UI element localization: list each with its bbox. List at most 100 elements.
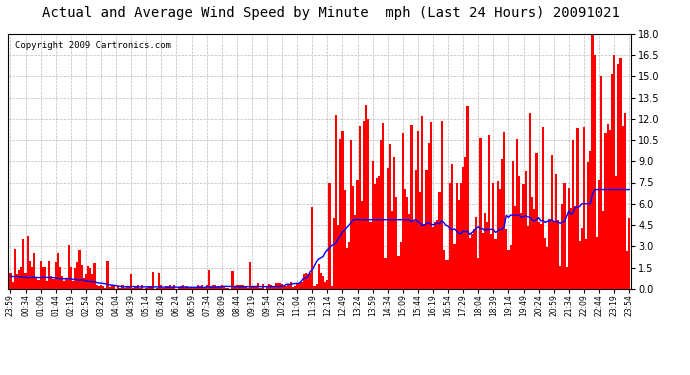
Bar bbox=[626, 251, 628, 289]
Bar bbox=[350, 140, 352, 289]
Bar bbox=[516, 139, 518, 289]
Bar bbox=[509, 245, 512, 289]
Bar bbox=[96, 285, 98, 289]
Bar bbox=[460, 183, 462, 289]
Bar bbox=[206, 285, 208, 289]
Bar bbox=[277, 284, 279, 289]
Bar bbox=[87, 266, 89, 289]
Bar bbox=[279, 283, 281, 289]
Bar bbox=[255, 286, 257, 289]
Bar bbox=[281, 284, 283, 289]
Bar bbox=[374, 184, 376, 289]
Bar bbox=[171, 286, 173, 289]
Bar bbox=[305, 273, 307, 289]
Bar bbox=[41, 267, 44, 289]
Bar bbox=[52, 279, 55, 289]
Bar bbox=[283, 286, 286, 289]
Bar bbox=[384, 258, 386, 289]
Bar bbox=[495, 239, 497, 289]
Bar bbox=[231, 271, 234, 289]
Bar bbox=[35, 278, 37, 289]
Bar bbox=[173, 285, 175, 289]
Bar bbox=[471, 234, 473, 289]
Bar bbox=[167, 286, 169, 289]
Bar bbox=[148, 287, 150, 289]
Bar bbox=[27, 236, 29, 289]
Bar bbox=[574, 206, 576, 289]
Bar bbox=[315, 284, 317, 289]
Bar bbox=[518, 176, 520, 289]
Bar bbox=[609, 130, 611, 289]
Bar bbox=[555, 174, 557, 289]
Bar bbox=[475, 217, 477, 289]
Bar bbox=[393, 157, 395, 289]
Bar bbox=[208, 270, 210, 289]
Bar bbox=[604, 133, 607, 289]
Bar bbox=[436, 220, 438, 289]
Bar bbox=[225, 288, 227, 289]
Bar bbox=[589, 152, 591, 289]
Bar bbox=[570, 208, 572, 289]
Bar bbox=[126, 285, 128, 289]
Bar bbox=[46, 281, 48, 289]
Bar bbox=[234, 287, 236, 289]
Bar bbox=[59, 267, 61, 289]
Bar bbox=[74, 267, 76, 289]
Bar bbox=[72, 280, 74, 289]
Bar bbox=[275, 284, 277, 289]
Bar bbox=[352, 186, 354, 289]
Bar bbox=[324, 282, 326, 289]
Bar bbox=[613, 55, 615, 289]
Bar bbox=[221, 285, 223, 289]
Bar bbox=[531, 197, 533, 289]
Bar bbox=[376, 178, 378, 289]
Bar bbox=[542, 127, 544, 289]
Bar bbox=[522, 184, 524, 289]
Bar bbox=[473, 229, 475, 289]
Bar bbox=[244, 286, 246, 289]
Bar bbox=[177, 286, 179, 289]
Bar bbox=[22, 239, 24, 289]
Bar bbox=[288, 284, 290, 289]
Bar bbox=[296, 282, 298, 289]
Bar bbox=[50, 276, 52, 289]
Bar bbox=[145, 288, 148, 289]
Bar bbox=[559, 266, 561, 289]
Bar bbox=[76, 262, 79, 289]
Bar bbox=[150, 286, 152, 289]
Bar bbox=[365, 105, 367, 289]
Bar bbox=[378, 176, 380, 289]
Bar bbox=[270, 285, 273, 289]
Bar bbox=[333, 218, 335, 289]
Bar bbox=[346, 248, 348, 289]
Text: Copyright 2009 Cartronics.com: Copyright 2009 Cartronics.com bbox=[14, 41, 170, 50]
Bar bbox=[236, 285, 238, 289]
Bar bbox=[549, 219, 551, 289]
Bar bbox=[320, 273, 322, 289]
Bar bbox=[415, 170, 417, 289]
Bar bbox=[121, 285, 124, 289]
Bar bbox=[533, 209, 535, 289]
Bar bbox=[169, 285, 171, 289]
Bar bbox=[300, 282, 303, 289]
Bar bbox=[219, 286, 221, 289]
Bar bbox=[417, 130, 419, 289]
Bar bbox=[624, 113, 626, 289]
Bar bbox=[223, 287, 225, 289]
Bar bbox=[367, 119, 369, 289]
Bar bbox=[546, 247, 549, 289]
Bar bbox=[210, 286, 212, 289]
Bar bbox=[561, 204, 564, 289]
Bar bbox=[286, 286, 288, 289]
Bar bbox=[469, 238, 471, 289]
Bar bbox=[568, 188, 570, 289]
Bar bbox=[524, 171, 526, 289]
Bar bbox=[130, 274, 132, 289]
Bar bbox=[14, 249, 16, 289]
Bar bbox=[326, 280, 328, 289]
Bar bbox=[83, 278, 85, 289]
Bar bbox=[551, 156, 553, 289]
Bar bbox=[158, 273, 160, 289]
Bar bbox=[423, 224, 426, 289]
Bar bbox=[354, 214, 357, 289]
